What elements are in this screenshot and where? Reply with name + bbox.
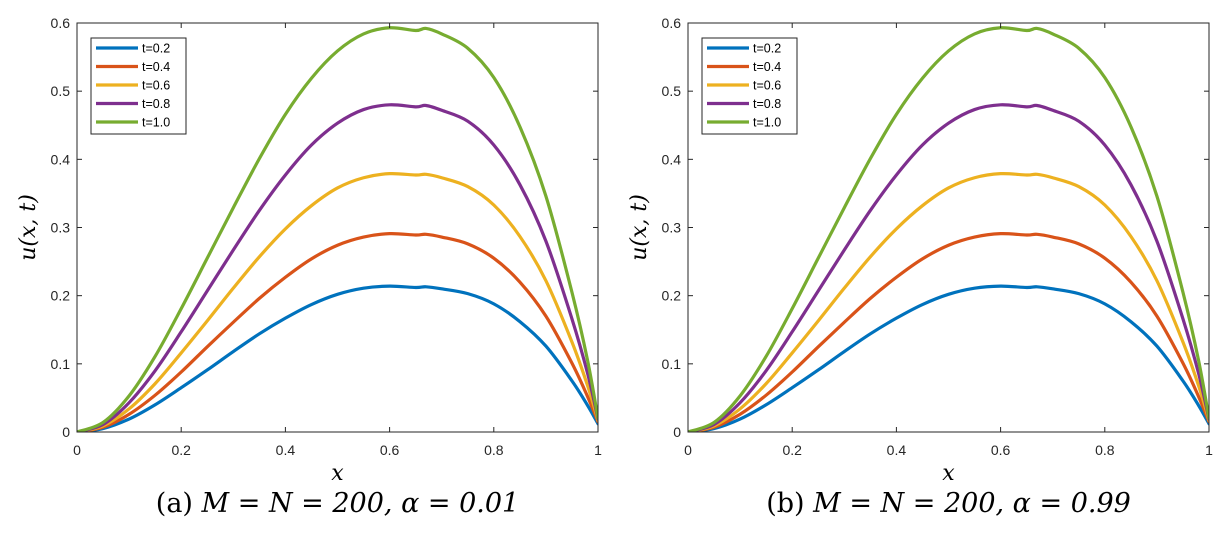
x-tick-label: 0.8	[1095, 442, 1115, 458]
legend-label: t=0.4	[142, 60, 170, 74]
y-tick-label: 0.5	[51, 83, 71, 99]
x-axis-label: x	[942, 461, 955, 486]
legend-label: t=0.2	[142, 42, 170, 56]
panel-caption: (b) M = N = 200, α = 0.99	[766, 488, 1131, 519]
y-tick-label: 0.3	[662, 220, 682, 236]
legend-label: t=0.2	[753, 42, 781, 56]
y-tick-label: 0.3	[51, 220, 71, 236]
x-tick-label: 0.8	[484, 442, 504, 458]
x-tick-label: 1	[1205, 442, 1213, 458]
x-tick-label: 0.6	[380, 442, 400, 458]
series-line-t-0-6	[688, 171, 1209, 432]
panel-caption: (a) M = N = 200, α = 0.01	[156, 488, 519, 519]
y-tick-label: 0.5	[662, 83, 682, 99]
caption-prefix: (b)	[766, 488, 813, 519]
legend-label: t=0.8	[753, 97, 781, 111]
x-axis-label: x	[331, 461, 344, 486]
y-tick-label: 0.4	[662, 151, 682, 167]
x-tick-label: 1	[594, 442, 602, 458]
caption-prefix: (a)	[156, 488, 202, 519]
x-tick-label: 0.6	[991, 442, 1011, 458]
x-tick-label: 0	[684, 442, 692, 458]
caption-math: M = N = 200, α = 0.01	[201, 488, 520, 519]
y-tick-label: 0.6	[51, 15, 71, 31]
panel-a: 0 0.2 0.4 0.6 0.8 1 0 0.1 0.2 0.3 0.4 0.5 0.6 x u(x, t…	[16, 15, 602, 519]
y-tick-label: 0.6	[662, 15, 682, 31]
series-line-t-0-8	[77, 103, 598, 432]
y-tick-label: 0.4	[51, 151, 71, 167]
panel-b: 0 0.2 0.4 0.6 0.8 1 0 0.1 0.2 0.3 0.4 0.5 0.6 x u(x, t…	[627, 15, 1213, 519]
y-tick-label: 0.2	[662, 288, 682, 304]
y-axis-label: u(x, t)	[627, 194, 652, 261]
x-tick-label: 0.4	[887, 442, 907, 458]
y-tick-label: 0	[62, 424, 70, 440]
legend-label: t=0.6	[142, 79, 170, 93]
y-tick-label: 0	[673, 424, 681, 440]
series-line-t-0-2	[77, 284, 598, 432]
legend: t=0.2 t=0.4 t=0.6 t=0.8 t=1.0	[90, 37, 187, 135]
caption-math: M = N = 200, α = 0.99	[812, 488, 1131, 519]
series-line-t-0-8	[688, 103, 1209, 432]
legend-label: t=0.4	[753, 60, 781, 74]
y-axis-label: u(x, t)	[16, 194, 41, 261]
series-line-t-0-2	[688, 284, 1209, 432]
series-line-t-1-0	[77, 26, 598, 432]
series-line-t-0-6	[77, 171, 598, 432]
x-tick-label: 0.4	[276, 442, 296, 458]
legend: t=0.2 t=0.4 t=0.6 t=0.8 t=1.0	[701, 37, 798, 135]
series-line-t-1-0	[688, 26, 1209, 432]
y-tick-label: 0.1	[662, 356, 682, 372]
series-line-t-0-4	[77, 231, 598, 432]
y-tick-label: 0.1	[51, 356, 71, 372]
legend-label: t=0.6	[753, 79, 781, 93]
x-tick-label: 0.2	[782, 442, 802, 458]
legend-label: t=0.8	[142, 97, 170, 111]
x-tick-label: 0.2	[171, 442, 191, 458]
x-tick-label: 0	[73, 442, 81, 458]
legend-label: t=1.0	[142, 116, 170, 130]
y-tick-label: 0.2	[51, 288, 71, 304]
legend-label: t=1.0	[753, 116, 781, 130]
series-line-t-0-4	[688, 231, 1209, 432]
